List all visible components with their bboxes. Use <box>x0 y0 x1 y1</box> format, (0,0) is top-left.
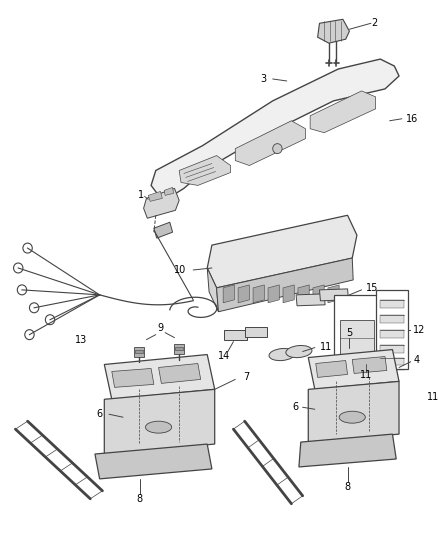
Polygon shape <box>333 295 404 369</box>
Ellipse shape <box>269 349 295 361</box>
Polygon shape <box>245 327 267 337</box>
Polygon shape <box>380 345 404 352</box>
Text: 10: 10 <box>173 265 186 275</box>
Polygon shape <box>380 358 404 366</box>
Ellipse shape <box>413 389 423 410</box>
Polygon shape <box>299 434 396 467</box>
Circle shape <box>389 304 396 312</box>
Circle shape <box>389 352 396 360</box>
Polygon shape <box>224 330 247 340</box>
Polygon shape <box>151 59 399 198</box>
Text: 6: 6 <box>96 409 102 419</box>
Polygon shape <box>308 382 399 442</box>
Polygon shape <box>223 285 234 303</box>
Polygon shape <box>95 444 212 479</box>
Text: 8: 8 <box>137 494 143 504</box>
Circle shape <box>389 340 396 348</box>
Text: 16: 16 <box>406 114 418 124</box>
Polygon shape <box>135 350 143 352</box>
Polygon shape <box>164 188 173 196</box>
Text: 8: 8 <box>345 482 351 492</box>
Polygon shape <box>134 346 144 357</box>
Polygon shape <box>298 285 309 303</box>
Circle shape <box>343 363 347 368</box>
Polygon shape <box>112 368 154 387</box>
Text: 15: 15 <box>366 283 379 293</box>
Circle shape <box>273 144 282 154</box>
Text: 3: 3 <box>260 74 266 84</box>
Ellipse shape <box>286 345 312 358</box>
Polygon shape <box>235 121 305 166</box>
Polygon shape <box>380 300 404 308</box>
Polygon shape <box>283 285 294 303</box>
Polygon shape <box>238 285 249 303</box>
Polygon shape <box>159 364 201 383</box>
Text: 1: 1 <box>138 190 144 200</box>
Text: 13: 13 <box>75 335 87 345</box>
Polygon shape <box>310 91 376 133</box>
Text: 11: 11 <box>319 342 332 352</box>
Circle shape <box>353 363 357 368</box>
Polygon shape <box>296 294 325 306</box>
Polygon shape <box>175 346 183 350</box>
Text: 4: 4 <box>414 354 420 365</box>
Ellipse shape <box>145 421 172 433</box>
Polygon shape <box>313 285 324 303</box>
Polygon shape <box>318 19 350 43</box>
Text: 9: 9 <box>157 322 163 333</box>
Circle shape <box>389 316 396 324</box>
Polygon shape <box>207 215 357 288</box>
Polygon shape <box>340 320 374 360</box>
Text: 12: 12 <box>413 325 425 335</box>
Polygon shape <box>216 258 353 312</box>
Polygon shape <box>376 290 408 369</box>
Polygon shape <box>179 156 231 185</box>
Polygon shape <box>380 330 404 337</box>
Polygon shape <box>380 315 404 322</box>
Polygon shape <box>148 191 162 201</box>
Polygon shape <box>104 354 215 399</box>
Ellipse shape <box>339 411 365 423</box>
Polygon shape <box>174 344 184 353</box>
Polygon shape <box>104 389 215 454</box>
Text: 2: 2 <box>371 18 377 28</box>
Polygon shape <box>154 222 173 238</box>
Polygon shape <box>308 350 399 389</box>
Polygon shape <box>253 285 264 303</box>
Text: 11: 11 <box>427 392 438 402</box>
Circle shape <box>389 328 396 336</box>
Text: 6: 6 <box>293 402 299 412</box>
Polygon shape <box>316 360 348 377</box>
Polygon shape <box>207 268 219 312</box>
Polygon shape <box>328 285 339 303</box>
Polygon shape <box>144 188 179 218</box>
Circle shape <box>363 363 367 368</box>
Text: 11: 11 <box>360 370 372 381</box>
Text: 7: 7 <box>243 373 249 382</box>
Text: 5: 5 <box>346 328 353 337</box>
Polygon shape <box>268 285 279 303</box>
Text: 14: 14 <box>218 351 230 360</box>
Polygon shape <box>319 289 349 301</box>
Polygon shape <box>352 357 387 374</box>
